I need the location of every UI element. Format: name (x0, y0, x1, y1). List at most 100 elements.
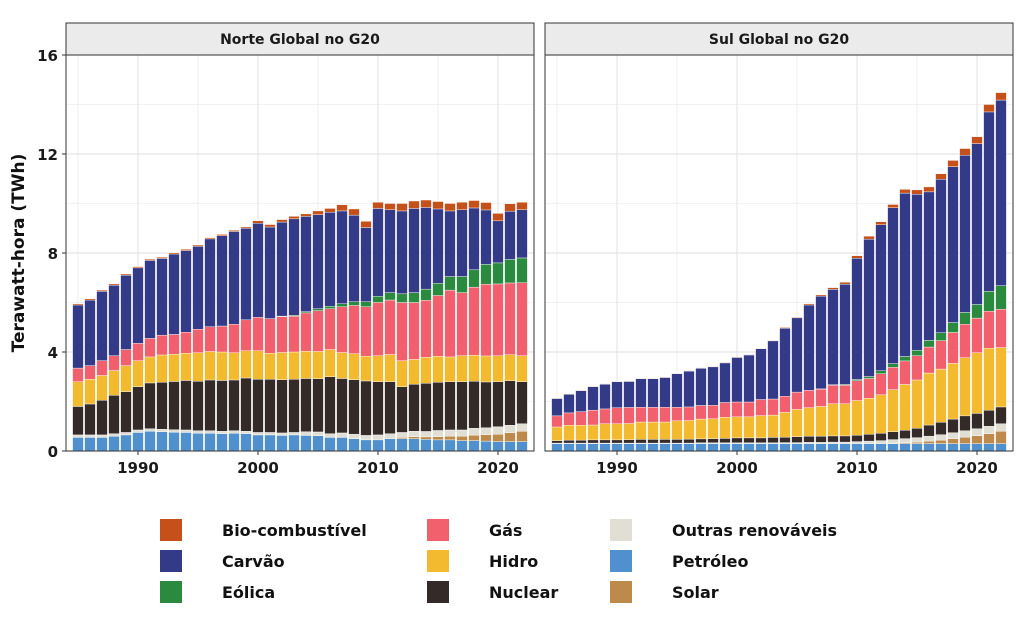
bar-segment-bio-combust-vel (229, 230, 240, 231)
bar-segment-hidro (193, 353, 204, 381)
bar-segment-bio-combust-vel (948, 160, 959, 166)
bar-segment-g-s (612, 408, 623, 424)
bar-segment-g-s (744, 402, 755, 417)
y-tick-label: 12 (37, 146, 58, 164)
bar-segment-outras-renov-veis (301, 432, 312, 436)
bar-segment-outras-renov-veis (984, 426, 995, 433)
bar-segment-petr-leo (780, 444, 791, 451)
bar-segment-g-s (157, 335, 168, 355)
bar-segment-outras-renov-veis (373, 435, 384, 440)
bar-segment-petr-leo (732, 444, 743, 451)
bar-segment-nuclear (996, 407, 1007, 424)
bar-segment-g-s (720, 402, 731, 417)
bar-segment-nuclear (445, 382, 456, 430)
bar-segment-e-lica (936, 333, 947, 341)
bar-segment-hidro (624, 424, 635, 440)
bar-segment-bio-combust-vel (960, 149, 971, 156)
bar-segment-nuclear (948, 419, 959, 433)
legend-label: Nuclear (489, 583, 558, 602)
bar-segment-petr-leo (984, 444, 995, 451)
bar-segment-petr-leo (612, 444, 623, 451)
bar-segment-g-s (792, 392, 803, 409)
bar-segment-outras-renov-veis (73, 435, 84, 437)
bar-segment-solar (433, 437, 444, 440)
bar-segment-hidro (301, 351, 312, 378)
bar-segment-carv-o (193, 246, 204, 329)
bar-segment-g-s (912, 356, 923, 380)
legend-swatch (610, 519, 632, 541)
bar-segment-petr-leo (361, 440, 372, 451)
bar-segment-carv-o (864, 239, 875, 376)
bar-segment-bio-combust-vel (289, 216, 300, 218)
bar-segment-outras-renov-veis (349, 434, 360, 438)
bar-segment-bio-combust-vel (397, 204, 408, 211)
bar-segment-petr-leo (181, 432, 192, 451)
bar-segment-e-lica (433, 283, 444, 295)
bar-segment-solar (960, 437, 971, 443)
bar-segment-outras-renov-veis (493, 427, 504, 434)
bar-segment-nuclear (313, 379, 324, 432)
bar-segment-solar (469, 435, 480, 440)
bar-segment-e-lica (349, 302, 360, 306)
bar-segment-e-lica (505, 259, 516, 283)
bar-segment-carv-o (768, 341, 779, 399)
bar-segment-bio-combust-vel (265, 225, 276, 227)
bar-segment-carv-o (924, 192, 935, 341)
bar-segment-carv-o (109, 285, 120, 356)
bar-segment-nuclear (457, 382, 468, 430)
bar-segment-g-s (385, 300, 396, 354)
bar-segment-g-s (708, 405, 719, 419)
bar-segment-nuclear (289, 379, 300, 432)
bar-segment-carv-o (984, 112, 995, 291)
bar-segment-g-s (756, 400, 767, 416)
bar-segment-nuclear (409, 384, 420, 431)
bar-segment-petr-leo (193, 433, 204, 451)
bar-segment-carv-o (720, 363, 731, 403)
bar-segment-bio-combust-vel (900, 189, 911, 193)
bar-segment-e-lica (469, 270, 480, 287)
bar-segment-hidro (840, 404, 851, 436)
bar-segment-bio-combust-vel (193, 245, 204, 246)
x-tick-label: 2010 (836, 459, 878, 477)
bar-segment-petr-leo (672, 444, 683, 451)
bar-segment-hidro (181, 353, 192, 380)
bar-segment-g-s (301, 313, 312, 351)
bar-segment-e-lica (481, 264, 492, 284)
bar-segment-carv-o (121, 275, 132, 349)
bar-segment-bio-combust-vel (876, 222, 887, 225)
bar-segment-petr-leo (852, 444, 863, 451)
y-axis-label: Terawatt-hora (TWh) (9, 154, 29, 353)
bar-segment-hidro (804, 408, 815, 436)
bar-segment-nuclear (888, 432, 899, 440)
bar-segment-carv-o (636, 379, 647, 407)
bar-segment-hidro (229, 353, 240, 380)
bar-segment-outras-renov-veis (996, 424, 1007, 431)
bar-segment-hidro (433, 356, 444, 382)
bar-segment-g-s (996, 309, 1007, 347)
legend-swatch (427, 581, 449, 603)
bar-segment-g-s (648, 407, 659, 422)
bar-segment-hidro (876, 395, 887, 433)
bar-segment-carv-o (552, 399, 563, 416)
bar-segment-solar (948, 439, 959, 444)
bar-segment-carv-o (493, 221, 504, 263)
bar-segment-carv-o (301, 216, 312, 311)
bar-segment-g-s (924, 347, 935, 373)
bar-segment-carv-o (181, 251, 192, 333)
bar-segment-bio-combust-vel (493, 213, 504, 220)
bar-segment-outras-renov-veis (948, 433, 959, 439)
bar-segment-petr-leo (517, 442, 528, 451)
bar-segment-petr-leo (552, 444, 563, 451)
bar-segment-nuclear (337, 378, 348, 432)
bar-segment-g-s (852, 381, 863, 401)
bar-segment-g-s (409, 303, 420, 360)
bar-segment-nuclear (552, 441, 563, 443)
bar-segment-outras-renov-veis (505, 425, 516, 432)
bar-segment-hidro (648, 422, 659, 439)
bar-segment-carv-o (85, 300, 96, 366)
bar-segment-petr-leo (972, 444, 983, 451)
bar-segment-petr-leo (768, 444, 779, 451)
bar-segment-petr-leo (385, 439, 396, 451)
bar-segment-hidro (900, 384, 911, 430)
